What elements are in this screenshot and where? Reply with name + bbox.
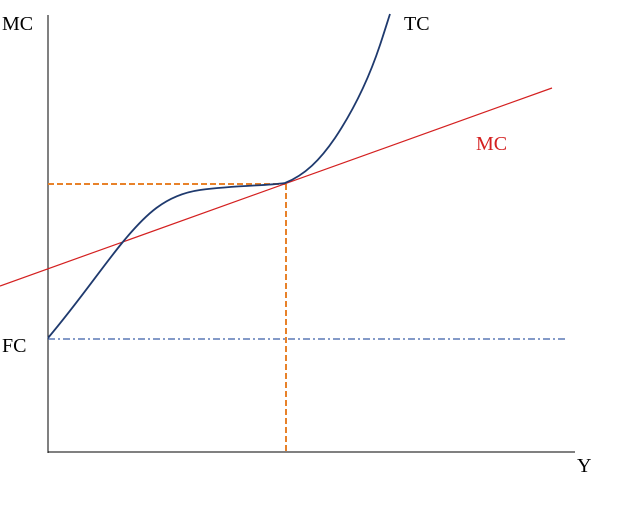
tc-curve [47,13,391,339]
x-axis-label: Y [577,455,591,477]
mc-line [0,87,553,287]
tc-label: TC [404,13,430,35]
fc-label: FC [2,335,26,357]
mc-label: MC [476,133,507,155]
y-axis-label: MC [2,13,33,35]
